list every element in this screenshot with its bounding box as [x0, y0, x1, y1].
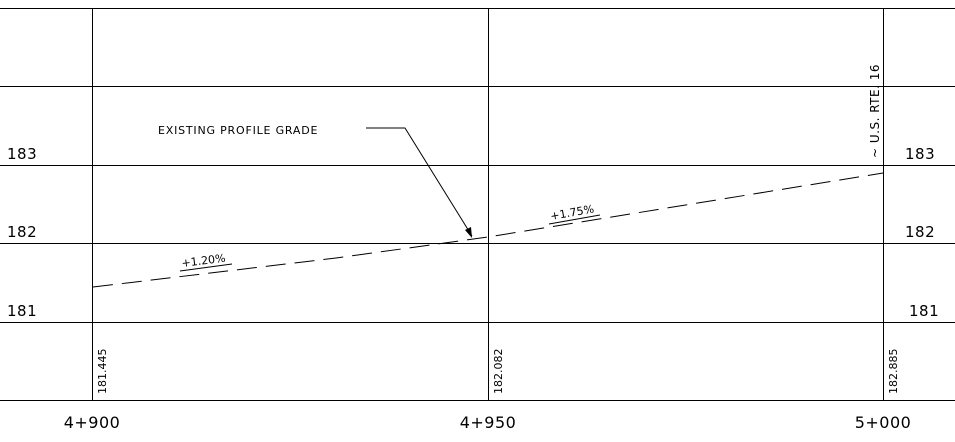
elevation-label-182-left: 182	[7, 223, 37, 241]
profile-elevation-4900: 181.445	[96, 349, 109, 395]
grid-lines	[0, 8, 955, 401]
station-label-4950: 4+950	[460, 413, 517, 432]
profile-elevation-5000: 182.885	[887, 349, 900, 395]
profile-elevation-4950: 182.082	[492, 349, 505, 395]
route-centerline-label: ~ U.S. RTE. 16	[868, 64, 882, 158]
elevation-label-181-left: 181	[7, 302, 37, 320]
grade-underline-left	[179, 263, 233, 272]
grade-underline-right	[548, 214, 601, 225]
annotation-leader-line	[366, 127, 473, 237]
elevation-label-181-right: 181	[909, 302, 939, 320]
station-label-4900: 4+900	[64, 413, 121, 432]
station-label-5000: 5+000	[855, 413, 912, 432]
elevation-label-183-right: 183	[905, 145, 935, 163]
grade-label-left: +1.20%	[181, 252, 226, 270]
existing-profile-grade-line	[92, 172, 884, 288]
annotation-arrowhead	[465, 227, 472, 238]
elevation-label-183-left: 183	[7, 145, 37, 163]
existing-profile-grade-label: EXISTING PROFILE GRADE	[158, 124, 318, 137]
elevation-label-182-right: 182	[905, 223, 935, 241]
